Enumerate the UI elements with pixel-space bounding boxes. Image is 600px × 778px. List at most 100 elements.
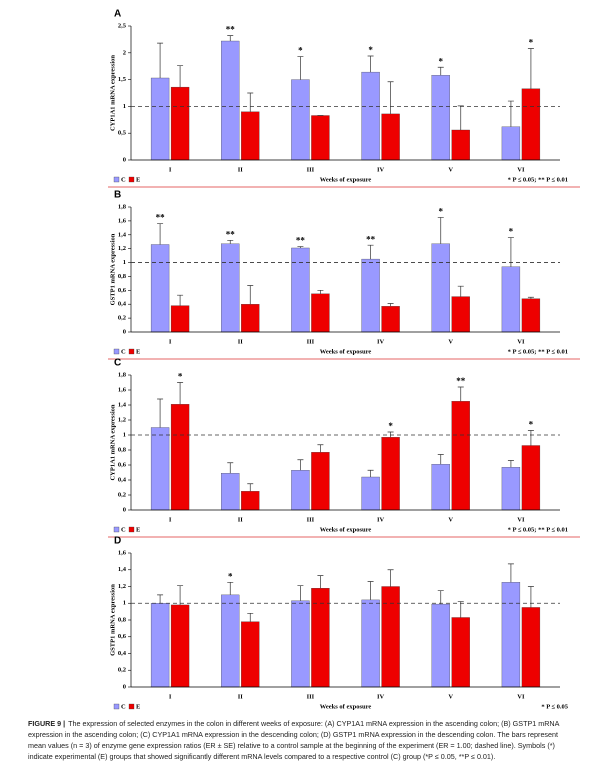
error-bar — [387, 569, 394, 587]
x-axis-label: Weeks of exposure — [320, 176, 372, 183]
bar — [501, 266, 521, 333]
y-tick-label: 2 — [123, 49, 126, 56]
bar — [501, 582, 521, 688]
y-tick-label: 1,2 — [118, 416, 126, 423]
bar — [501, 126, 521, 161]
error-bar — [247, 483, 254, 492]
significance-mark: * — [509, 227, 514, 237]
bar — [361, 71, 380, 161]
x-tick-label: VI — [517, 693, 525, 700]
error-bar — [437, 590, 444, 605]
legend-label: E — [136, 176, 140, 183]
x-tick-label: I — [169, 516, 172, 523]
y-tick-label: 1,4 — [118, 401, 127, 408]
bar — [170, 305, 190, 333]
y-tick-label: 0 — [123, 683, 126, 690]
bar — [381, 306, 400, 333]
panel-letter: A — [114, 9, 121, 20]
y-tick-label: 1 — [123, 600, 126, 607]
bar — [431, 243, 450, 333]
caption-label: FIGURE 9 | — [28, 719, 66, 728]
y-tick-label: 2,5 — [118, 22, 127, 29]
error-bar — [457, 105, 464, 130]
x-tick-label: V — [448, 693, 453, 700]
significance-mark: ** — [456, 376, 466, 386]
error-bar — [527, 296, 534, 299]
error-bar — [507, 563, 514, 583]
y-tick-label: 0,8 — [118, 446, 127, 453]
bar — [381, 113, 400, 161]
legend-swatch — [128, 348, 135, 355]
y-tick-label: 0,6 — [118, 633, 127, 640]
error-bar — [177, 294, 184, 306]
error-bar — [247, 285, 254, 305]
error-bar — [247, 612, 254, 622]
x-tick-label: I — [169, 693, 172, 700]
error-bar — [507, 460, 514, 468]
error-bar — [507, 237, 514, 267]
error-bar — [297, 56, 304, 80]
legend-swatch — [113, 176, 120, 183]
y-tick-label: 1,8 — [118, 203, 127, 210]
y-tick-label: 1,2 — [118, 583, 126, 590]
y-tick-label: 0 — [123, 328, 126, 335]
bar — [170, 604, 190, 688]
x-tick-label: III — [307, 693, 315, 700]
x-tick-label: VI — [517, 166, 525, 173]
y-tick-label: 1 — [123, 431, 126, 438]
bar — [361, 258, 380, 333]
legend-label: C — [121, 703, 126, 710]
x-tick-label: V — [448, 338, 453, 345]
x-tick-label: IV — [377, 693, 385, 700]
error-bar — [317, 575, 324, 589]
error-bar — [227, 35, 234, 42]
bar — [431, 464, 450, 511]
bar — [291, 79, 310, 161]
x-tick-label: III — [307, 166, 315, 173]
y-tick-label: 0,4 — [118, 476, 127, 483]
legend-swatch — [128, 703, 135, 710]
error-bar — [247, 92, 254, 112]
significance-mark: ** — [296, 236, 306, 246]
legend-label: C — [121, 526, 126, 533]
y-tick-label: 1,8 — [118, 371, 127, 378]
bar — [150, 603, 170, 688]
bar — [311, 115, 330, 161]
bar — [521, 607, 541, 688]
significance-mark: * — [529, 420, 534, 430]
error-bar — [297, 585, 304, 601]
y-tick-label: 0,6 — [118, 461, 127, 468]
error-bar — [367, 581, 374, 600]
error-bar — [297, 246, 304, 248]
bar — [451, 401, 470, 511]
x-tick-label: I — [169, 166, 172, 173]
x-axis-label: Weeks of exposure — [320, 526, 372, 533]
significance-note: * P ≤ 0.05; ** P ≤ 0.01 — [508, 176, 568, 183]
y-tick-label: 1,6 — [118, 549, 127, 556]
caption: FIGURE 9 | The expression of selected enz… — [28, 718, 573, 762]
bar — [241, 621, 260, 688]
y-tick-label: 0 — [123, 506, 126, 513]
error-bar — [157, 594, 164, 604]
error-bar — [367, 244, 374, 260]
bar — [431, 75, 450, 161]
error-bar — [157, 223, 164, 245]
y-tick-label: 1,4 — [118, 231, 127, 238]
bar — [521, 298, 541, 333]
y-tick-label: 0 — [123, 156, 126, 163]
significance-mark: ** — [156, 213, 166, 223]
bar — [291, 470, 310, 511]
y-tick-label: 0,8 — [118, 273, 127, 280]
y-tick-label: 1 — [123, 259, 126, 266]
error-bar — [317, 444, 324, 453]
x-tick-label: V — [448, 516, 453, 523]
bar — [361, 476, 380, 511]
significance-mark: * — [178, 372, 183, 382]
significance-mark: * — [368, 45, 373, 55]
bar — [221, 594, 240, 688]
x-tick-label: II — [238, 166, 244, 173]
bar — [221, 243, 240, 333]
bar — [521, 88, 541, 161]
error-bar — [457, 386, 464, 402]
error-bar — [367, 469, 374, 477]
